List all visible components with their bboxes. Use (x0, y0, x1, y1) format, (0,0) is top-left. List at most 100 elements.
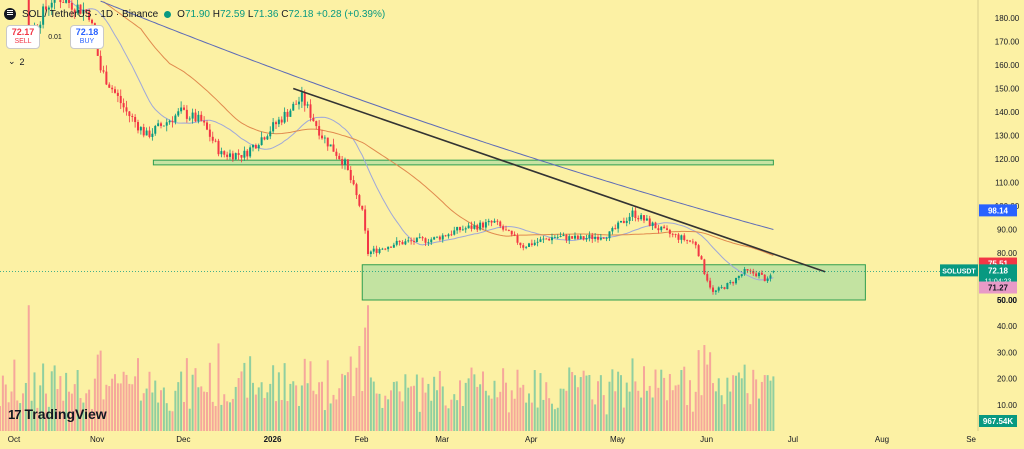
candle (160, 121, 162, 129)
time-tick-label: May (610, 435, 625, 444)
volume-bar (680, 370, 683, 431)
volume-bar (24, 382, 27, 431)
volume-bar (752, 369, 755, 431)
candle (602, 236, 605, 239)
price-badge[interactable]: 71.27 (979, 281, 1017, 294)
volume-bar (295, 385, 298, 431)
candle (433, 236, 436, 240)
volume-bar (27, 305, 30, 431)
candle (162, 125, 165, 127)
volume-bar (96, 354, 99, 431)
volume-bar (332, 394, 335, 431)
candle (352, 175, 355, 186)
candle (648, 215, 651, 227)
volume-bar (522, 384, 525, 431)
volume-bar (231, 398, 234, 431)
volume-bar (720, 395, 723, 431)
candle (643, 215, 645, 224)
candle (654, 221, 657, 229)
price-tick-label: 20.00 (997, 375, 1018, 384)
candle (108, 82, 111, 88)
volume-bar (585, 375, 588, 431)
volume-bar (631, 358, 634, 431)
candle (700, 255, 703, 260)
volume-bar (617, 371, 620, 431)
candles[interactable] (0, 0, 775, 295)
volume-bar (206, 392, 208, 431)
tradingview-logo[interactable]: 17 TradingView (8, 406, 107, 422)
volume-bar (246, 397, 249, 431)
volume-bar (257, 387, 260, 431)
volume-bar (329, 403, 332, 431)
volume-bar (154, 380, 157, 431)
candle (246, 149, 249, 160)
candle (73, 8, 76, 19)
volume-bar (234, 386, 237, 431)
candle (280, 116, 283, 126)
price-axis[interactable]: 180.00 170.00 160.00 150.00 140.00 130.00 120.… (995, 14, 1020, 410)
volume-bar (119, 383, 122, 431)
candle (723, 286, 726, 290)
candle (574, 232, 576, 241)
volume-bar (694, 391, 697, 431)
candle (151, 128, 154, 141)
support-zone[interactable] (361, 264, 866, 301)
volume-bar (556, 407, 559, 431)
volume-bar (280, 399, 283, 431)
volume-bar (677, 384, 680, 431)
trendline[interactable] (292, 87, 826, 273)
resistance-zone[interactable] (152, 159, 774, 166)
volume-bar (73, 384, 76, 431)
volume-bar (13, 359, 16, 431)
volume-bar (608, 381, 611, 431)
candle (197, 110, 200, 124)
volume-bar (19, 403, 22, 431)
candle (145, 127, 148, 136)
candle (516, 233, 519, 245)
price-tick-label: 110.00 (995, 179, 1019, 188)
candle (217, 138, 220, 157)
volume-bar (645, 390, 648, 431)
volume-bar (134, 376, 137, 431)
candle (88, 8, 91, 22)
volume-bar (717, 378, 720, 431)
volume-bar (551, 403, 553, 431)
buy-button[interactable]: 72.18 BUY (70, 25, 104, 49)
volume-bar (68, 391, 70, 431)
candle (510, 230, 513, 237)
candle (237, 149, 240, 161)
symbol-title[interactable]: SOL / TetherUS · 1D · Binance (22, 8, 159, 20)
candle (634, 207, 637, 222)
volume-bar (415, 374, 418, 431)
time-axis[interactable]: Oct Nov Dec 2026 Feb Mar Apr May Jun Jul Aug Se (8, 435, 977, 444)
volume-bar (171, 411, 174, 431)
candle (39, 21, 42, 34)
volume-bar (758, 398, 760, 431)
price-badge[interactable]: 967.54K (979, 415, 1017, 427)
candle (364, 205, 367, 234)
sell-button[interactable]: 72.17 SELL (6, 25, 40, 49)
volume-bar (346, 372, 349, 431)
volume-bar (165, 403, 168, 431)
indicators-toggle[interactable]: ⌄ 2 (8, 56, 25, 67)
volume-bar (180, 371, 183, 431)
volume-bar (482, 371, 484, 431)
price-tick-label: 150.00 (995, 85, 1020, 94)
candle (234, 152, 237, 160)
candle (114, 86, 116, 94)
time-tick-label: Dec (176, 435, 190, 444)
price-tick-label: 30.00 (997, 348, 1018, 357)
svg-text:71.27: 71.27 (988, 284, 1009, 293)
volume-bar (266, 392, 269, 431)
candle (712, 285, 714, 295)
candle (171, 116, 174, 128)
price-tick-label: 80.00 (997, 249, 1018, 258)
candle (447, 233, 450, 239)
volume-bar (746, 393, 749, 431)
volume-bar (579, 377, 582, 431)
candle (553, 234, 556, 239)
candle (507, 229, 510, 232)
price-badge[interactable]: 98.14 (979, 204, 1017, 217)
